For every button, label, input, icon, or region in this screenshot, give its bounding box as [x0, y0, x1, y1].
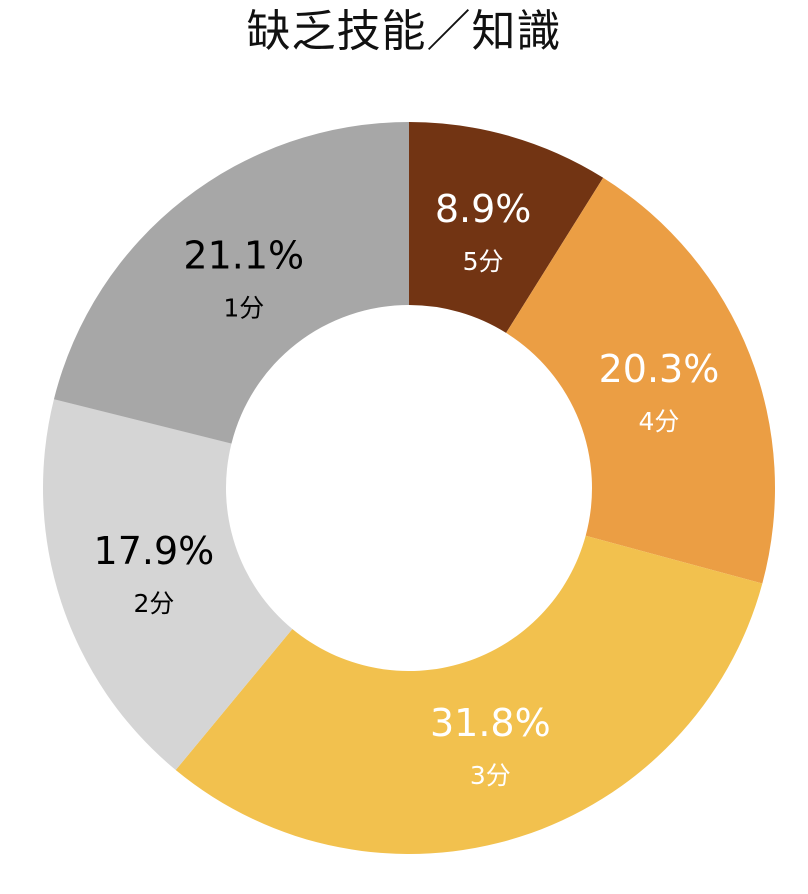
- slice-1: [409, 122, 604, 333]
- slice-4-percent-label: 17.9%: [94, 529, 215, 573]
- slice-5: [53, 122, 410, 444]
- slice-5-category-label: 1分: [223, 293, 264, 322]
- slice-5-percent-label: 21.1%: [183, 233, 304, 277]
- slice-1-category-label: 5分: [463, 247, 504, 276]
- slice-4: [42, 399, 293, 771]
- slice-2: [506, 177, 775, 584]
- slice-1-percent-label: 8.9%: [435, 187, 532, 231]
- slice-2-category-label: 4分: [639, 407, 680, 436]
- slice-3: [175, 535, 763, 855]
- labels-group: 8.9% 5分 20.3% 4分 31.8% 3分 17.9% 2分 21.1% 1分: [94, 187, 720, 790]
- slice-3-percent-label: 31.8%: [430, 701, 551, 745]
- slice-2-percent-label: 20.3%: [599, 347, 720, 391]
- chart-title: 缺乏技能／知識: [246, 6, 562, 57]
- slices-group: [42, 122, 775, 855]
- slice-4-category-label: 2分: [133, 589, 174, 618]
- slice-3-category-label: 3分: [470, 761, 511, 790]
